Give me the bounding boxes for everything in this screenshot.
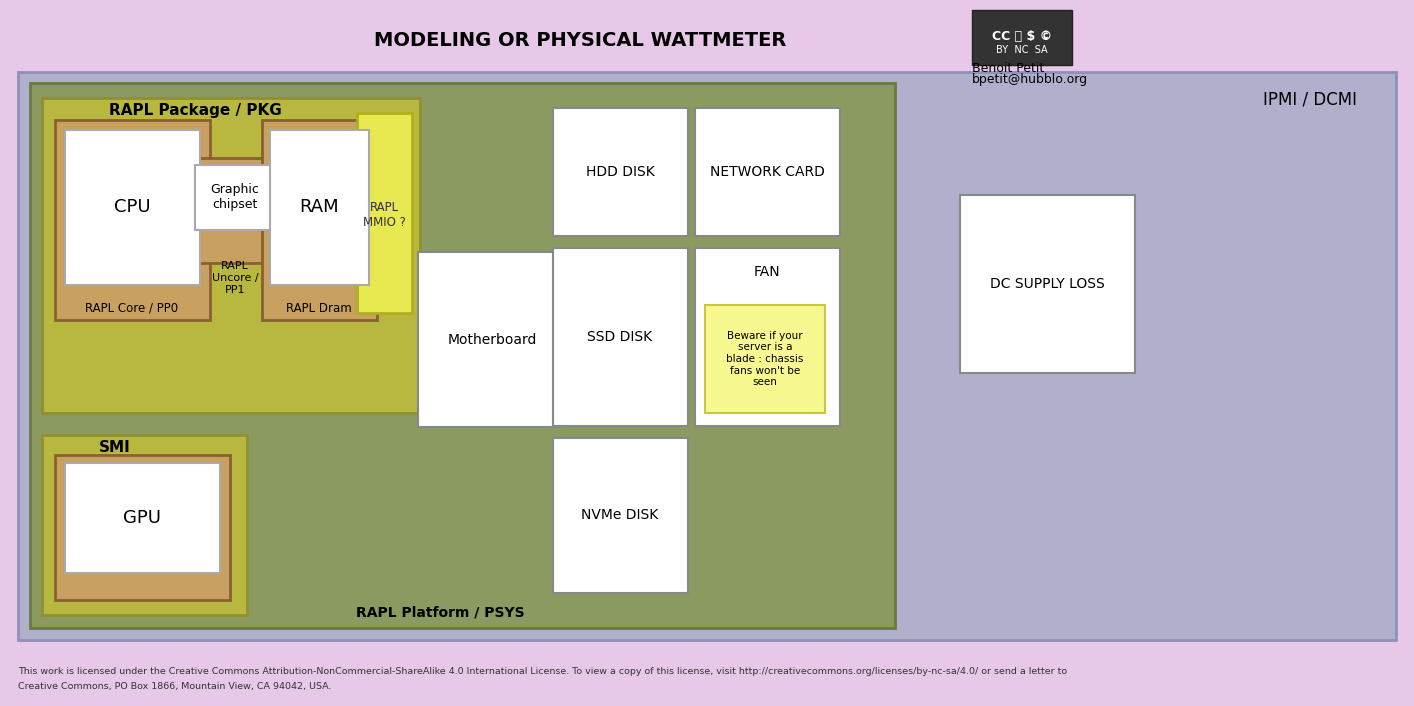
- Text: NETWORK CARD: NETWORK CARD: [710, 165, 824, 179]
- Bar: [553, 438, 689, 593]
- Text: This work is licensed under the Creative Commons Attribution-NonCommercial-Share: This work is licensed under the Creative…: [18, 667, 1068, 676]
- Text: MODELING OR PHYSICAL WATTMETER: MODELING OR PHYSICAL WATTMETER: [373, 30, 786, 49]
- Text: GPU: GPU: [123, 509, 161, 527]
- Text: CPU: CPU: [113, 198, 150, 216]
- Text: DC SUPPLY LOSS: DC SUPPLY LOSS: [990, 277, 1104, 291]
- Bar: [42, 435, 247, 615]
- Bar: [696, 248, 840, 426]
- Text: Creative Commons, PO Box 1866, Mountain View, CA 94042, USA.: Creative Commons, PO Box 1866, Mountain …: [18, 681, 331, 690]
- Bar: [30, 83, 895, 628]
- Bar: [55, 120, 211, 320]
- Text: HDD DISK: HDD DISK: [585, 165, 655, 179]
- Text: Benoit Petit: Benoit Petit: [971, 61, 1045, 75]
- Text: RAM: RAM: [300, 198, 339, 216]
- Bar: [188, 158, 283, 263]
- Bar: [356, 113, 411, 313]
- Bar: [195, 165, 276, 230]
- Bar: [971, 10, 1072, 65]
- Text: RAPL Package / PKG: RAPL Package / PKG: [109, 102, 281, 117]
- Bar: [42, 98, 420, 413]
- Text: FAN: FAN: [754, 265, 781, 279]
- Bar: [553, 108, 689, 236]
- Text: BY  NC  SA: BY NC SA: [997, 45, 1048, 55]
- Bar: [65, 463, 221, 573]
- Text: RAPL Core / PP0: RAPL Core / PP0: [85, 301, 178, 314]
- Bar: [18, 72, 1396, 640]
- Bar: [960, 195, 1135, 373]
- Text: RAPL
Uncore /
PP1: RAPL Uncore / PP1: [212, 261, 259, 294]
- Bar: [65, 130, 199, 285]
- Bar: [419, 252, 566, 427]
- Bar: [55, 455, 230, 600]
- Bar: [553, 248, 689, 426]
- Text: SMI: SMI: [99, 441, 132, 455]
- Text: bpetit@hubblo.org: bpetit@hubblo.org: [971, 73, 1089, 87]
- Bar: [262, 120, 378, 320]
- Text: Motherboard: Motherboard: [447, 333, 537, 347]
- Text: CC ⓘ $ ©: CC ⓘ $ ©: [993, 30, 1052, 44]
- Text: Beware if your
server is a
blade : chassis
fans won't be
seen: Beware if your server is a blade : chass…: [727, 331, 803, 387]
- Text: RAPL Dram: RAPL Dram: [286, 301, 352, 314]
- Text: Graphic
chipset: Graphic chipset: [211, 183, 259, 211]
- Text: RAPL Platform / PSYS: RAPL Platform / PSYS: [356, 606, 525, 620]
- Text: SSD DISK: SSD DISK: [587, 330, 653, 344]
- Text: NVMe DISK: NVMe DISK: [581, 508, 659, 522]
- Bar: [706, 305, 824, 413]
- Bar: [270, 130, 369, 285]
- Text: IPMI / DCMI: IPMI / DCMI: [1263, 91, 1357, 109]
- Bar: [696, 108, 840, 236]
- Text: RAPL
MMIO ?: RAPL MMIO ?: [362, 201, 406, 229]
